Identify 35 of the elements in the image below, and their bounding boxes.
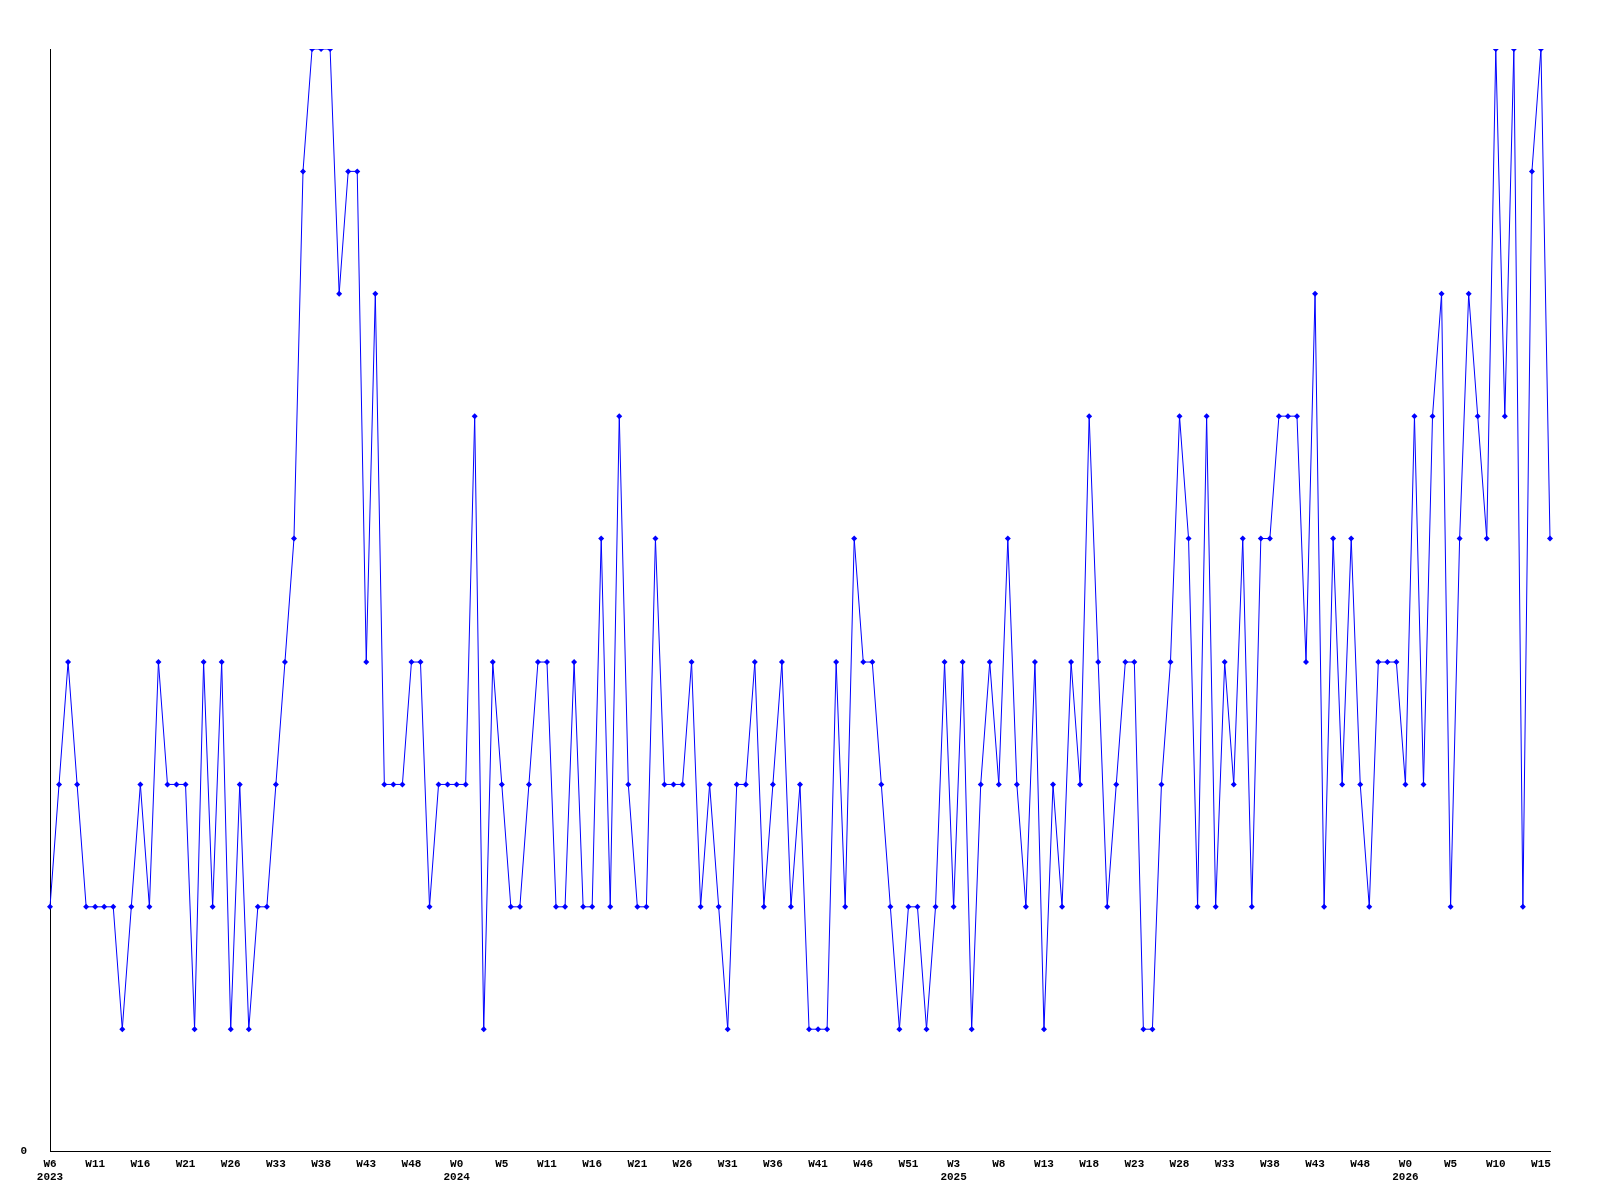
x-tick-label: W43 [1305, 1157, 1326, 1170]
x-tick-label: W11 [537, 1157, 558, 1170]
text: 0 [20, 1145, 27, 1158]
x-tick-label: W51 [898, 1157, 919, 1170]
x-tick-label: W36 [762, 1157, 783, 1170]
x-tick-label: W21 [627, 1157, 648, 1170]
x-tick-label: W16 [130, 1157, 151, 1170]
x-tick-label: W0 2026 [1392, 1157, 1419, 1184]
x-tick-label: W43 [356, 1157, 377, 1170]
x-tick-label: W31 [717, 1157, 739, 1170]
x-tick-label: W15 [1531, 1157, 1552, 1170]
x-tick-label: W3 2025 [940, 1157, 968, 1184]
x-tick-label: W46 [853, 1157, 874, 1170]
x-tick-label: W5 [1444, 1157, 1458, 1170]
x-tick-label: W8 [992, 1157, 1006, 1170]
x-tick-label: W38 [1259, 1157, 1281, 1170]
x-tick-label: W38 [311, 1157, 332, 1170]
x-tick-label: W48 [1350, 1157, 1371, 1170]
x-tick-label: W23 [1124, 1157, 1145, 1170]
x-tick-label: W26 [220, 1157, 241, 1170]
x-tick-label: W41 [808, 1157, 829, 1170]
x-tick-label: W21 [175, 1157, 196, 1170]
x-tick-label: W16 [582, 1157, 603, 1170]
x-tick-label: W6 2023 [36, 1157, 64, 1184]
x-tick-label: W10 [1485, 1157, 1506, 1170]
x-tick-label: W33 [1214, 1157, 1235, 1170]
x-tick-label: W13 [1034, 1157, 1055, 1170]
x-tick-label: W48 [401, 1157, 422, 1170]
x-tick-label: W28 [1169, 1157, 1190, 1170]
x-tick-label: W11 [85, 1157, 106, 1170]
x-tick-label: W26 [672, 1157, 693, 1170]
x-tick-label: W5 [495, 1157, 509, 1170]
x-tick-label: W0 2024 [443, 1157, 471, 1184]
x-tick-label: W18 [1079, 1157, 1100, 1170]
x-tick-label: W33 [266, 1157, 287, 1170]
